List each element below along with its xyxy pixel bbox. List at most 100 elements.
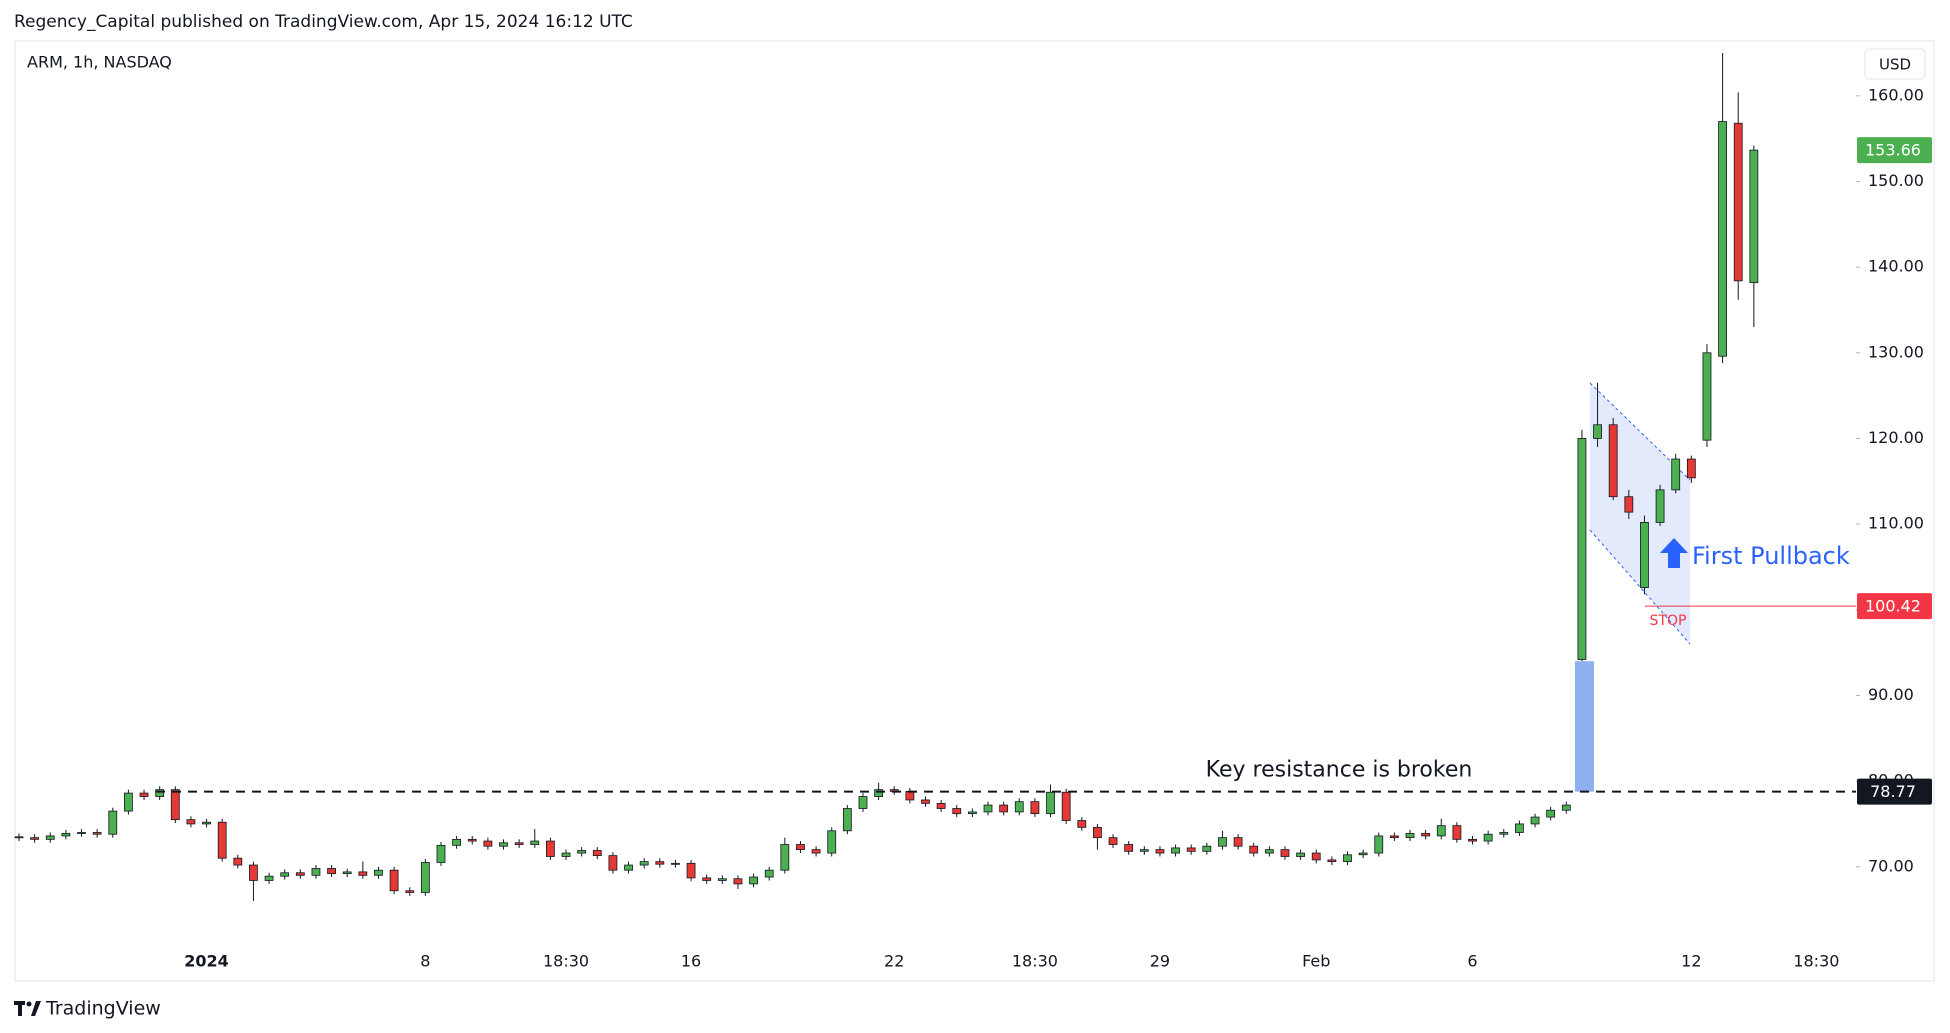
candle-body: [967, 811, 977, 815]
candle-body: [1436, 825, 1446, 837]
candle-body: [170, 789, 180, 821]
candle-body: [1358, 852, 1368, 856]
candle-body: [358, 871, 368, 876]
breakout-box: [1575, 661, 1594, 792]
currency-box[interactable]: [1864, 48, 1926, 80]
y-tick-label: 90.00: [1868, 685, 1914, 704]
candle-body: [577, 850, 587, 854]
x-tick-label: 18:30: [1793, 952, 1839, 971]
candle-body: [1546, 809, 1556, 818]
candle-body: [186, 819, 196, 825]
header: Regency_Capital published on TradingView…: [14, 12, 633, 32]
resistance-price-label: 78.77: [1870, 782, 1916, 801]
candle-body: [1296, 852, 1306, 857]
candle-body: [1374, 835, 1384, 854]
candle-body: [780, 844, 790, 871]
candle-body: [77, 832, 86, 834]
candle-body: [796, 844, 805, 851]
candle-body: [1014, 801, 1024, 813]
candle-body: [467, 838, 477, 842]
candle-body: [295, 872, 305, 876]
candle-body: [280, 872, 290, 877]
candle-body: [764, 869, 774, 878]
candle-body: [1405, 832, 1415, 839]
candle-body: [1686, 458, 1696, 479]
candle-body: [30, 837, 40, 840]
x-tick-label: 16: [681, 952, 701, 971]
stop-label: STOP: [1650, 613, 1687, 629]
footer: TradingView: [45, 998, 161, 1020]
candle-body: [952, 808, 962, 815]
last-price-label: 153.66: [1865, 141, 1921, 160]
y-tick-label: 70.00: [1868, 856, 1914, 875]
candle-body: [155, 789, 165, 797]
candle-body: [827, 830, 837, 854]
candle-body: [1733, 122, 1743, 282]
y-tick-label: 120.00: [1868, 428, 1924, 447]
candle-body: [1343, 854, 1352, 863]
candle-body: [1202, 845, 1212, 852]
candle-body: [1671, 458, 1681, 491]
candle-body: [608, 855, 618, 871]
candle-body: [311, 868, 321, 876]
candle-body: [686, 862, 696, 879]
candle-body: [842, 808, 852, 832]
candle-body: [436, 844, 446, 863]
y-tick-label: 110.00: [1868, 514, 1924, 533]
candle-body: [1640, 522, 1649, 588]
candle-body: [389, 869, 399, 892]
candle-body: [1499, 832, 1509, 835]
y-tick-label: 140.00: [1868, 257, 1924, 276]
stop-price-label-box: [1857, 593, 1932, 620]
candle-body: [655, 861, 665, 865]
candle-body: [233, 857, 243, 866]
candle-body: [1608, 424, 1618, 498]
candle-body: [874, 789, 884, 797]
pullback-arrow: [1660, 538, 1688, 568]
candle-body: [858, 796, 868, 809]
candle-body: [1561, 804, 1571, 811]
candle-body: [202, 821, 211, 825]
candle-body: [1327, 859, 1337, 863]
candle-body: [545, 840, 555, 857]
x-tick-label: Feb: [1302, 952, 1330, 971]
candle-body: [264, 875, 274, 881]
candle-body: [905, 790, 915, 801]
candle-body: [14, 836, 24, 839]
candle-body: [999, 804, 1009, 813]
candle-body: [811, 849, 821, 854]
candle-body: [1311, 852, 1321, 861]
candle-body: [1530, 816, 1540, 825]
candle-body: [561, 852, 571, 857]
candle-body: [139, 792, 149, 797]
candle-body: [1421, 832, 1431, 837]
candle-body: [733, 878, 743, 885]
y-tick-label: 130.00: [1868, 342, 1924, 361]
candle-body: [1218, 837, 1227, 847]
candle-body: [717, 878, 727, 881]
candle-body: [92, 832, 102, 835]
candle-body: [405, 890, 415, 893]
candle-body: [1124, 844, 1134, 852]
candle-body: [1655, 489, 1665, 523]
candle-body: [1515, 823, 1524, 833]
resistance-label: Key resistance is broken: [1206, 758, 1473, 783]
chart-title: ARM, 1h, NASDAQ: [27, 53, 172, 72]
candle-body: [420, 862, 430, 893]
candle-body: [936, 802, 946, 809]
candle-body: [1264, 849, 1274, 854]
candle-body: [1483, 833, 1493, 842]
x-tick-label: 6: [1467, 952, 1477, 971]
candle-body: [1452, 825, 1462, 840]
x-tick-label: 8: [420, 952, 430, 971]
last-price-label-box: [1857, 137, 1932, 164]
candle-body: [61, 832, 71, 837]
x-tick-label: 22: [884, 952, 904, 971]
y-tick-label: 150.00: [1868, 171, 1924, 190]
candle-body: [624, 864, 633, 871]
candle-body: [499, 842, 508, 847]
candle-body: [639, 861, 649, 866]
candle-body: [1046, 791, 1055, 815]
candle-body: [327, 868, 336, 875]
candle-body: [1718, 121, 1727, 357]
